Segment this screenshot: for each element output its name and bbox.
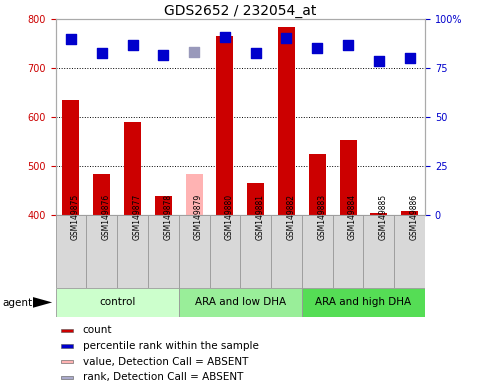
Title: GDS2652 / 232054_at: GDS2652 / 232054_at bbox=[164, 4, 316, 18]
Bar bbox=[61, 360, 73, 363]
Text: GSM149876: GSM149876 bbox=[102, 194, 111, 240]
Bar bbox=[278, 26, 295, 215]
Text: ARA and high DHA: ARA and high DHA bbox=[315, 297, 412, 308]
Bar bbox=[61, 344, 73, 348]
Polygon shape bbox=[33, 297, 52, 308]
Text: agent: agent bbox=[2, 298, 32, 308]
Bar bbox=[179, 288, 302, 317]
Point bbox=[252, 50, 259, 56]
Bar bbox=[271, 215, 302, 288]
Bar bbox=[124, 122, 141, 215]
Text: GSM149878: GSM149878 bbox=[163, 194, 172, 240]
Text: percentile rank within the sample: percentile rank within the sample bbox=[83, 341, 259, 351]
Bar bbox=[370, 213, 387, 215]
Point bbox=[98, 50, 106, 56]
Text: GSM149875: GSM149875 bbox=[71, 194, 80, 240]
Text: count: count bbox=[83, 325, 113, 335]
Point bbox=[159, 52, 167, 58]
Bar bbox=[61, 329, 73, 332]
Bar bbox=[394, 215, 425, 288]
Point bbox=[313, 45, 321, 51]
Point bbox=[67, 36, 75, 42]
Bar bbox=[93, 174, 110, 215]
Text: GSM149877: GSM149877 bbox=[132, 194, 142, 240]
Text: GSM149882: GSM149882 bbox=[286, 194, 296, 240]
Point bbox=[283, 35, 290, 41]
Bar bbox=[62, 100, 79, 215]
Text: value, Detection Call = ABSENT: value, Detection Call = ABSENT bbox=[83, 357, 248, 367]
Text: GSM149880: GSM149880 bbox=[225, 194, 234, 240]
Bar bbox=[56, 288, 179, 317]
Bar bbox=[240, 215, 271, 288]
Bar bbox=[247, 183, 264, 215]
Bar bbox=[210, 215, 240, 288]
Bar bbox=[364, 215, 394, 288]
Bar bbox=[185, 174, 202, 215]
Bar bbox=[333, 215, 364, 288]
Text: ARA and low DHA: ARA and low DHA bbox=[195, 297, 286, 308]
Point bbox=[128, 41, 136, 48]
Point bbox=[221, 34, 229, 40]
Bar bbox=[302, 215, 333, 288]
Bar bbox=[340, 140, 356, 215]
Text: GSM149879: GSM149879 bbox=[194, 194, 203, 240]
Bar bbox=[179, 215, 210, 288]
Bar bbox=[216, 36, 233, 215]
Point bbox=[375, 58, 383, 64]
Bar bbox=[86, 215, 117, 288]
Point bbox=[406, 55, 413, 61]
Bar bbox=[309, 154, 326, 215]
Text: GSM149883: GSM149883 bbox=[317, 194, 327, 240]
Point bbox=[190, 50, 198, 56]
Text: GSM149886: GSM149886 bbox=[410, 194, 419, 240]
Text: GSM149884: GSM149884 bbox=[348, 194, 357, 240]
Bar bbox=[155, 197, 172, 215]
Bar bbox=[148, 215, 179, 288]
Text: rank, Detection Call = ABSENT: rank, Detection Call = ABSENT bbox=[83, 372, 243, 382]
Text: GSM149885: GSM149885 bbox=[379, 194, 388, 240]
Point bbox=[344, 41, 352, 48]
Bar bbox=[61, 376, 73, 379]
Bar bbox=[302, 288, 425, 317]
Bar bbox=[401, 211, 418, 215]
Bar bbox=[56, 215, 86, 288]
Bar bbox=[117, 215, 148, 288]
Text: GSM149881: GSM149881 bbox=[256, 194, 265, 240]
Text: control: control bbox=[99, 297, 135, 308]
